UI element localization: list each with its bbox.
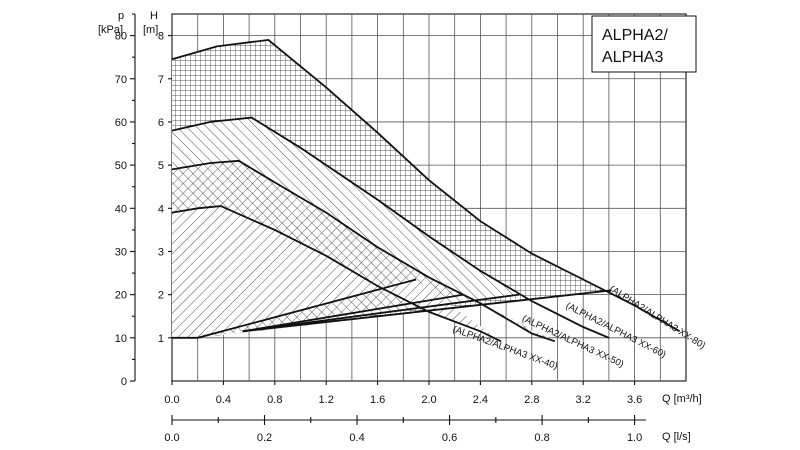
x-tick-label: 2.8 <box>524 394 539 406</box>
axes: 0 10 20 30 40 50 60 70 80 1 2 3 4 5 6 7 8 0.0 0.4 0.8 1.2 1.6… <box>115 13 646 444</box>
x-tick-label: 2.4 <box>473 394 488 406</box>
head-tick-label: 1 <box>158 333 164 345</box>
x-tick-label: 3.6 <box>627 394 642 406</box>
pressure-tick-label: 40 <box>115 203 127 215</box>
x-tick-label: 0.8 <box>267 394 282 406</box>
pressure-tick-label: 50 <box>115 160 127 172</box>
ls-tick-label: 1.0 <box>627 432 642 444</box>
pressure-tick-label: 60 <box>115 117 127 129</box>
head-tick-label: 6 <box>158 117 164 129</box>
control-line-3 <box>242 289 612 333</box>
y-axis-pressure-unit: [kPa] <box>98 24 123 36</box>
pressure-tick-label: 20 <box>115 290 127 302</box>
title-box-frame <box>591 15 697 73</box>
head-tick-label: 7 <box>158 74 164 86</box>
y-axis-head-symbol: H <box>150 10 158 22</box>
pressure-tick-label: 70 <box>115 74 127 86</box>
max-curve-1 <box>171 159 556 343</box>
head-tick-label: 4 <box>158 203 164 215</box>
x-tick-label: 2.0 <box>421 394 436 406</box>
pump-curves <box>171 38 681 343</box>
title-box: ALPHA2/ ALPHA3 <box>591 15 697 73</box>
max-curve-0 <box>171 205 502 343</box>
pressure-tick-label: 30 <box>115 246 127 258</box>
head-tick-label: 8 <box>158 31 164 43</box>
x-tick-label: 0.0 <box>164 394 179 406</box>
ls-tick-label: 0.2 <box>257 432 272 444</box>
control-line-1 <box>242 293 464 333</box>
control-line-2 <box>242 293 520 333</box>
max-curve-2 <box>171 116 610 339</box>
x-tick-label: 1.6 <box>370 394 385 406</box>
head-tick-label: 5 <box>158 160 164 172</box>
ls-tick-label: 0.4 <box>349 432 364 444</box>
title-line-1: ALPHA2/ <box>602 27 668 44</box>
head-tick-label: 2 <box>158 290 164 302</box>
y-axis-pressure-symbol: p <box>118 10 124 22</box>
operating-area-0 <box>172 206 501 342</box>
ls-tick-label: 0.0 <box>164 432 179 444</box>
pressure-tick-label: 10 <box>115 333 127 345</box>
ls-tick-label: 0.8 <box>534 432 549 444</box>
x-axis-label-m3h: Q [m³/h] <box>662 393 702 405</box>
ls-tick-label: 0.6 <box>442 432 457 444</box>
x-axis-label-ls: Q [l/s] <box>662 431 691 443</box>
title-line-2: ALPHA3 <box>602 49 663 66</box>
pressure-tick-label: 80 <box>115 31 127 43</box>
x-tick-label: 0.4 <box>216 394 231 406</box>
control-line-0 <box>172 278 417 339</box>
head-tick-label: 3 <box>158 246 164 258</box>
pressure-tick-label: 0 <box>121 376 127 388</box>
operating-areas <box>172 39 680 342</box>
max-curve-3 <box>171 38 681 333</box>
x-tick-label: 3.2 <box>576 394 591 406</box>
x-tick-label: 1.2 <box>319 394 334 406</box>
y-axis-head-unit: [m] <box>143 24 158 36</box>
